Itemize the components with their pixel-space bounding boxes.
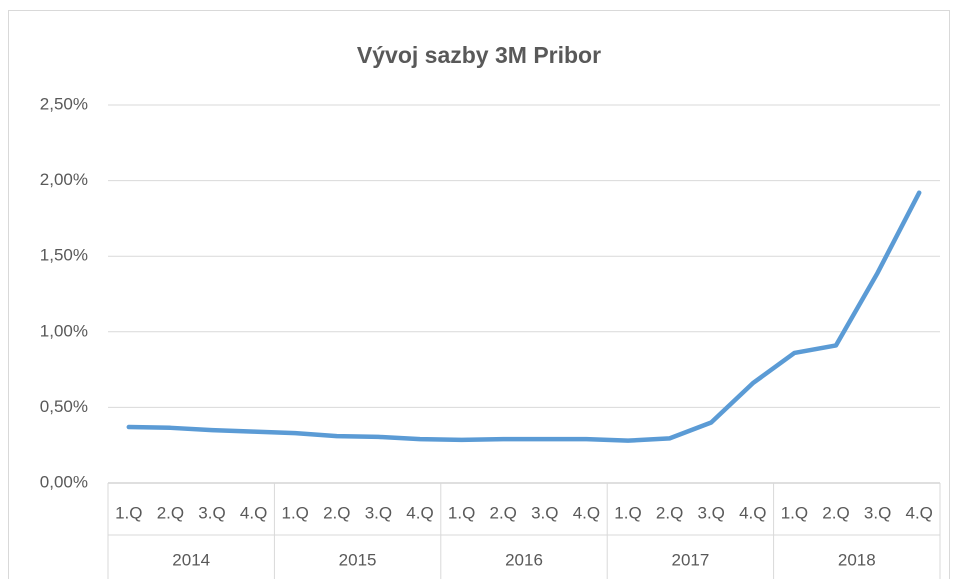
x-tick-label: 3.Q <box>697 503 724 522</box>
group-label: 2015 <box>339 550 377 569</box>
line-series <box>126 190 922 443</box>
y-tick-label: 0,00% <box>40 472 88 491</box>
x-tick-label: 1.Q <box>115 503 142 522</box>
group-label: 2014 <box>172 550 210 569</box>
y-tick-label: 2,50% <box>40 94 88 113</box>
x-tick-label: 3.Q <box>198 503 225 522</box>
x-tick-label: 3.Q <box>531 503 558 522</box>
y-tick-label: 1,00% <box>40 321 88 340</box>
x-tick-label: 2.Q <box>656 503 683 522</box>
x-tick-label: 3.Q <box>365 503 392 522</box>
x-tick-label: 1.Q <box>281 503 308 522</box>
x-tick-label: 1.Q <box>781 503 808 522</box>
group-label: 2018 <box>838 550 876 569</box>
y-tick-label: 0,50% <box>40 397 88 416</box>
x-tick-label: 4.Q <box>573 503 600 522</box>
y-tick-label: 2,00% <box>40 170 88 189</box>
x-tick-label: 4.Q <box>406 503 433 522</box>
y-tick-label: 1,50% <box>40 246 88 265</box>
x-tick-label: 3.Q <box>864 503 891 522</box>
x-tick-label: 4.Q <box>905 503 932 522</box>
chart-title: Vývoj sazby 3M Pribor <box>357 42 601 68</box>
x-tick-label: 1.Q <box>614 503 641 522</box>
chart-frame <box>8 10 950 579</box>
x-tick-label: 2.Q <box>157 503 184 522</box>
x-tick-label: 1.Q <box>448 503 475 522</box>
x-tick-label: 4.Q <box>739 503 766 522</box>
group-label: 2016 <box>505 550 543 569</box>
x-tick-label: 2.Q <box>323 503 350 522</box>
x-tick-label: 4.Q <box>240 503 267 522</box>
group-label: 2017 <box>671 550 709 569</box>
x-tick-label: 2.Q <box>489 503 516 522</box>
x-tick-label: 2.Q <box>822 503 849 522</box>
